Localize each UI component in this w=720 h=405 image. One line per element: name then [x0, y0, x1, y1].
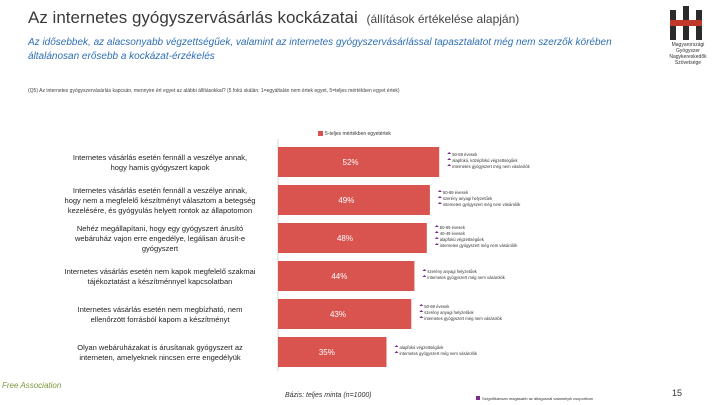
- category-label-5: Internetes vásárlás esetén nem megbízhat…: [78, 305, 243, 324]
- logo-label: Magyarországi Gyógyszer Nagykereskedők S…: [669, 42, 707, 66]
- category-label-1: Internetes vásárlás esetén fennáll a ves…: [73, 153, 247, 172]
- category-label-6: Olyan webáruházakat is árusítanak gyógys…: [77, 343, 243, 362]
- annotation-text-2-2: szerény anyagi helyzetűek: [443, 196, 493, 201]
- annotation-text-4-2: internetes gyógyszert még nem vásárolók: [427, 275, 505, 280]
- annotation-text-1-1: 50-69 évesek: [452, 152, 478, 157]
- annotation-text-2-1: 50-69 évesek: [443, 190, 469, 195]
- annotation-marker-1-1: [447, 152, 452, 154]
- bar-value-label-1: 52%: [343, 158, 359, 167]
- bar-1: [278, 147, 440, 177]
- annotation-text-4-1: szerény anyagi helyzetűek: [427, 269, 477, 274]
- annotation-marker-3-2: [434, 231, 439, 233]
- legend-label: 5-teljes mértékben egyetértek: [325, 131, 391, 137]
- bar-value-label-6: 35%: [319, 348, 335, 357]
- annotation-marker-5-1: [419, 304, 424, 306]
- title-suffix: (állítások értékelése alapján): [366, 12, 520, 26]
- annotation-text-6-1: alapfokú végzettségűek: [400, 345, 445, 350]
- annotation-text-3-2: 40-49 évesek: [440, 231, 466, 236]
- subtitle: Az idősebbek, az alacsonyabb végzettségű…: [28, 37, 612, 62]
- annotation-marker-6-2: [394, 351, 399, 353]
- category-label-3: Nehéz megállapítani, hogy egy gyógyszert…: [74, 224, 245, 253]
- bar-value-label-5: 43%: [330, 310, 346, 319]
- bar-3: [278, 223, 427, 253]
- annotation-text-2-3: internetes gyógyszert még nem vásárolók: [443, 202, 521, 207]
- bar-value-label-2: 49%: [338, 196, 354, 205]
- footnote-marker: [476, 396, 480, 400]
- bar-2: [278, 185, 430, 215]
- category-label-2: Internetes vásárlás esetén fennáll a ves…: [65, 186, 256, 215]
- annotation-text-3-3: alapfokú végzettségűek: [440, 237, 485, 242]
- legend: 5-teljes mértékben egyetértek: [318, 131, 391, 137]
- bar-value-label-3: 48%: [337, 234, 353, 243]
- annotation-marker-3-3: [434, 237, 439, 239]
- annotation-text-1-2: alapfokú, középfokú végzettségűek: [452, 158, 518, 163]
- annotation-text-5-1: 50-69 évesek: [424, 304, 450, 309]
- legend-swatch: [318, 131, 323, 137]
- annotation-marker-4-2: [422, 275, 427, 277]
- bar-5: [278, 299, 412, 329]
- bar-4: [278, 261, 415, 291]
- annotation-marker-4-1: [422, 269, 427, 271]
- logo-crown-bar: [670, 20, 702, 26]
- annotation-text-1-3: internetes gyógyszert még nem vásárolók: [452, 164, 530, 169]
- annotation-text-5-3: internetes gyógyszert még nem vásárolók: [424, 316, 502, 321]
- footnote: Szignifikánsan magasabb az átlagosnál va…: [476, 396, 593, 401]
- annotation-text-3-4: internetes gyógyszert még nem vásárolók: [440, 243, 518, 248]
- annotation-text-5-2: szerény anyagi helyzetűek: [424, 310, 474, 315]
- annotation-marker-3-4: [434, 243, 439, 245]
- organization-logo: [670, 6, 702, 40]
- annotation-marker-3-1: [434, 225, 439, 227]
- page-number: 15: [672, 388, 683, 398]
- annotation-marker-2-3: [437, 202, 442, 204]
- annotation-marker-5-2: [419, 310, 424, 312]
- annotation-marker-2-1: [437, 190, 442, 192]
- page-title: Az internetes gyógyszervásárlás kockázat…: [28, 8, 519, 28]
- title-main: Az internetes gyógyszervásárlás kockázat…: [28, 8, 358, 27]
- annotation-text-3-1: 50-69 évesek: [440, 225, 466, 230]
- annotation-marker-5-3: [419, 316, 424, 318]
- annotation-marker-1-3: [447, 164, 452, 166]
- annotation-text-6-2: internetes gyógyszert még nem vásárolók: [400, 351, 478, 356]
- annotation-marker-1-2: [447, 158, 452, 160]
- annotation-marker-2-2: [437, 196, 442, 198]
- base-note: Bázis: teljes minta (n=1000): [285, 392, 372, 399]
- question-text: (Q5) Az internetes gyógyszervásárlás kap…: [28, 88, 400, 94]
- bar-value-label-4: 44%: [331, 272, 347, 281]
- brand-logo-text: Free Association: [2, 381, 62, 390]
- footnote-text: Szignifikánsan magasabb az átlagosnál va…: [482, 396, 593, 401]
- bar-6: [278, 337, 387, 367]
- annotation-marker-6-1: [394, 345, 399, 347]
- category-label-4: Internetes vásárlás esetén nem kapok meg…: [65, 267, 256, 286]
